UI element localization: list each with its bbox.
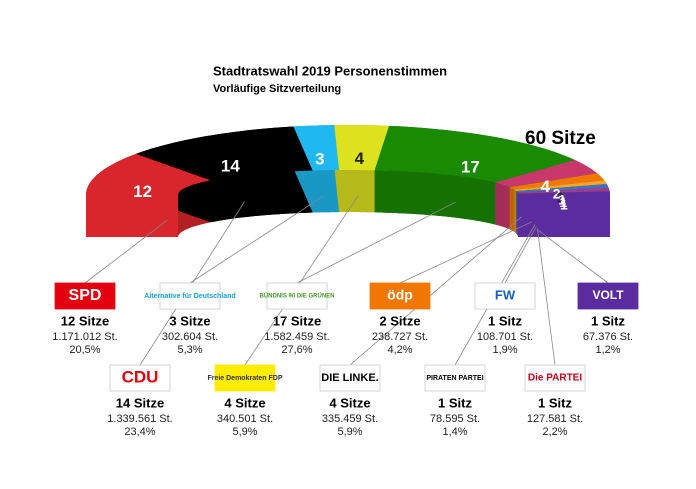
- share-label: 5,9%: [232, 426, 257, 438]
- party-name: SPD: [69, 287, 102, 304]
- seat-label: 1 Sitz: [538, 395, 572, 410]
- segment-side: [495, 182, 510, 230]
- party-logo: [577, 282, 639, 310]
- party-logo: [109, 364, 171, 392]
- total-seats: 60 Sitze: [525, 128, 596, 149]
- share-label: 1,4%: [442, 426, 467, 438]
- vote-label: 1.339.561 St.: [107, 413, 172, 425]
- party-name: Alternative für Deutschland: [144, 293, 235, 300]
- party-name: ödp: [387, 287, 413, 303]
- party-name: DIE LINKE.: [321, 372, 378, 384]
- leader-line: [537, 229, 609, 284]
- segment-side: [514, 189, 516, 234]
- leader-line: [189, 195, 324, 284]
- party-logo: [474, 282, 536, 310]
- vote-label: 108.701 St.: [477, 331, 533, 343]
- seat-segment: [517, 187, 610, 194]
- seat-count: 17: [461, 157, 480, 176]
- share-label: 1,9%: [492, 344, 517, 356]
- chart-title: Stadtratswahl 2019 Personenstimmen: [213, 63, 447, 78]
- leader-line: [504, 226, 537, 284]
- seat-count: 4: [541, 177, 551, 196]
- seat-label: 1 Sitz: [591, 313, 625, 328]
- seat-label: 4 Sitze: [224, 395, 265, 410]
- seat-label: 12 Sitze: [61, 313, 109, 328]
- party-name: Freie Demokraten FDP: [207, 375, 282, 382]
- leader-line: [399, 221, 532, 284]
- seat-segment: [293, 125, 340, 171]
- share-label: 4,2%: [387, 344, 412, 356]
- party-logo: [159, 282, 221, 310]
- seat-segment: [334, 125, 389, 171]
- vote-label: 302.604 St.: [162, 331, 218, 343]
- vote-label: 127.581 St.: [527, 413, 583, 425]
- vote-label: 1.582.459 St.: [264, 331, 329, 343]
- seat-segment: [515, 184, 609, 193]
- chart-subtitle: Vorläufige Sitzverteilung: [213, 83, 341, 95]
- party-logo: [424, 364, 486, 392]
- party-name: FW: [495, 287, 516, 302]
- vote-label: 238.727 St.: [372, 331, 428, 343]
- seat-segment: [509, 173, 605, 190]
- share-label: 2,2%: [542, 426, 567, 438]
- segment-side: [515, 191, 518, 235]
- party-name: Die PARTEI: [528, 373, 582, 384]
- seat-count: 14: [221, 157, 240, 176]
- vote-label: 340.501 St.: [217, 413, 273, 425]
- party-logo: [369, 282, 431, 310]
- vote-label: 335.459 St.: [322, 413, 378, 425]
- seat-segment: [495, 160, 598, 188]
- seat-segment: [514, 180, 607, 192]
- seat-count: 4: [355, 149, 365, 168]
- party-name: CDU: [122, 367, 159, 386]
- seat-segment: [374, 125, 575, 183]
- segment-side: [293, 167, 340, 213]
- seat-label: 2 Sitze: [379, 313, 420, 328]
- party-logo: [54, 282, 116, 310]
- share-label: 1,2%: [595, 344, 620, 356]
- share-label: 20,5%: [69, 344, 100, 356]
- seat-label: 14 Sitze: [116, 395, 164, 410]
- party-name: PIRATEN PARTEI: [426, 375, 483, 382]
- seat-label: 3 Sitze: [169, 313, 210, 328]
- seat-label: 17 Sitze: [273, 313, 321, 328]
- leader-line: [84, 219, 168, 284]
- segment-end: [518, 195, 610, 237]
- party-logo: [524, 364, 586, 392]
- seat-segment: [136, 126, 313, 181]
- share-label: 5,3%: [177, 344, 202, 356]
- share-label: 27,6%: [281, 344, 312, 356]
- share-label: 23,4%: [124, 426, 155, 438]
- seat-count: 1: [556, 189, 564, 205]
- leader-line: [537, 228, 556, 366]
- seat-segment: [86, 153, 211, 195]
- segment-side: [509, 187, 515, 232]
- segment-end: [86, 195, 178, 237]
- seat-count: 12: [133, 182, 152, 201]
- seat-label: 1 Sitz: [438, 395, 472, 410]
- party-name: VOLT: [592, 288, 624, 302]
- segment-side: [136, 168, 313, 223]
- party-logo: [266, 282, 328, 310]
- party-logo: [214, 364, 276, 392]
- leader-line: [349, 216, 522, 366]
- seat-count: 2: [553, 185, 561, 201]
- seat-count: 1: [559, 194, 567, 210]
- seat-label: 1 Sitz: [488, 313, 522, 328]
- vote-label: 78.595 St.: [430, 413, 480, 425]
- seat-count: 1: [558, 192, 566, 208]
- party-logo: [319, 364, 381, 392]
- seat-count: 3: [315, 149, 324, 168]
- seat-segment: [517, 191, 610, 195]
- vote-label: 67.376 St.: [583, 331, 633, 343]
- vote-label: 1.171.012 St.: [52, 331, 117, 343]
- share-label: 5,9%: [337, 426, 362, 438]
- segment-side: [517, 192, 518, 236]
- seat-label: 4 Sitze: [329, 395, 370, 410]
- seat-count: 1: [560, 196, 568, 212]
- leader-line: [296, 201, 456, 284]
- party-name: BÜNDNIS 90 DIE GRÜNEN: [259, 293, 334, 300]
